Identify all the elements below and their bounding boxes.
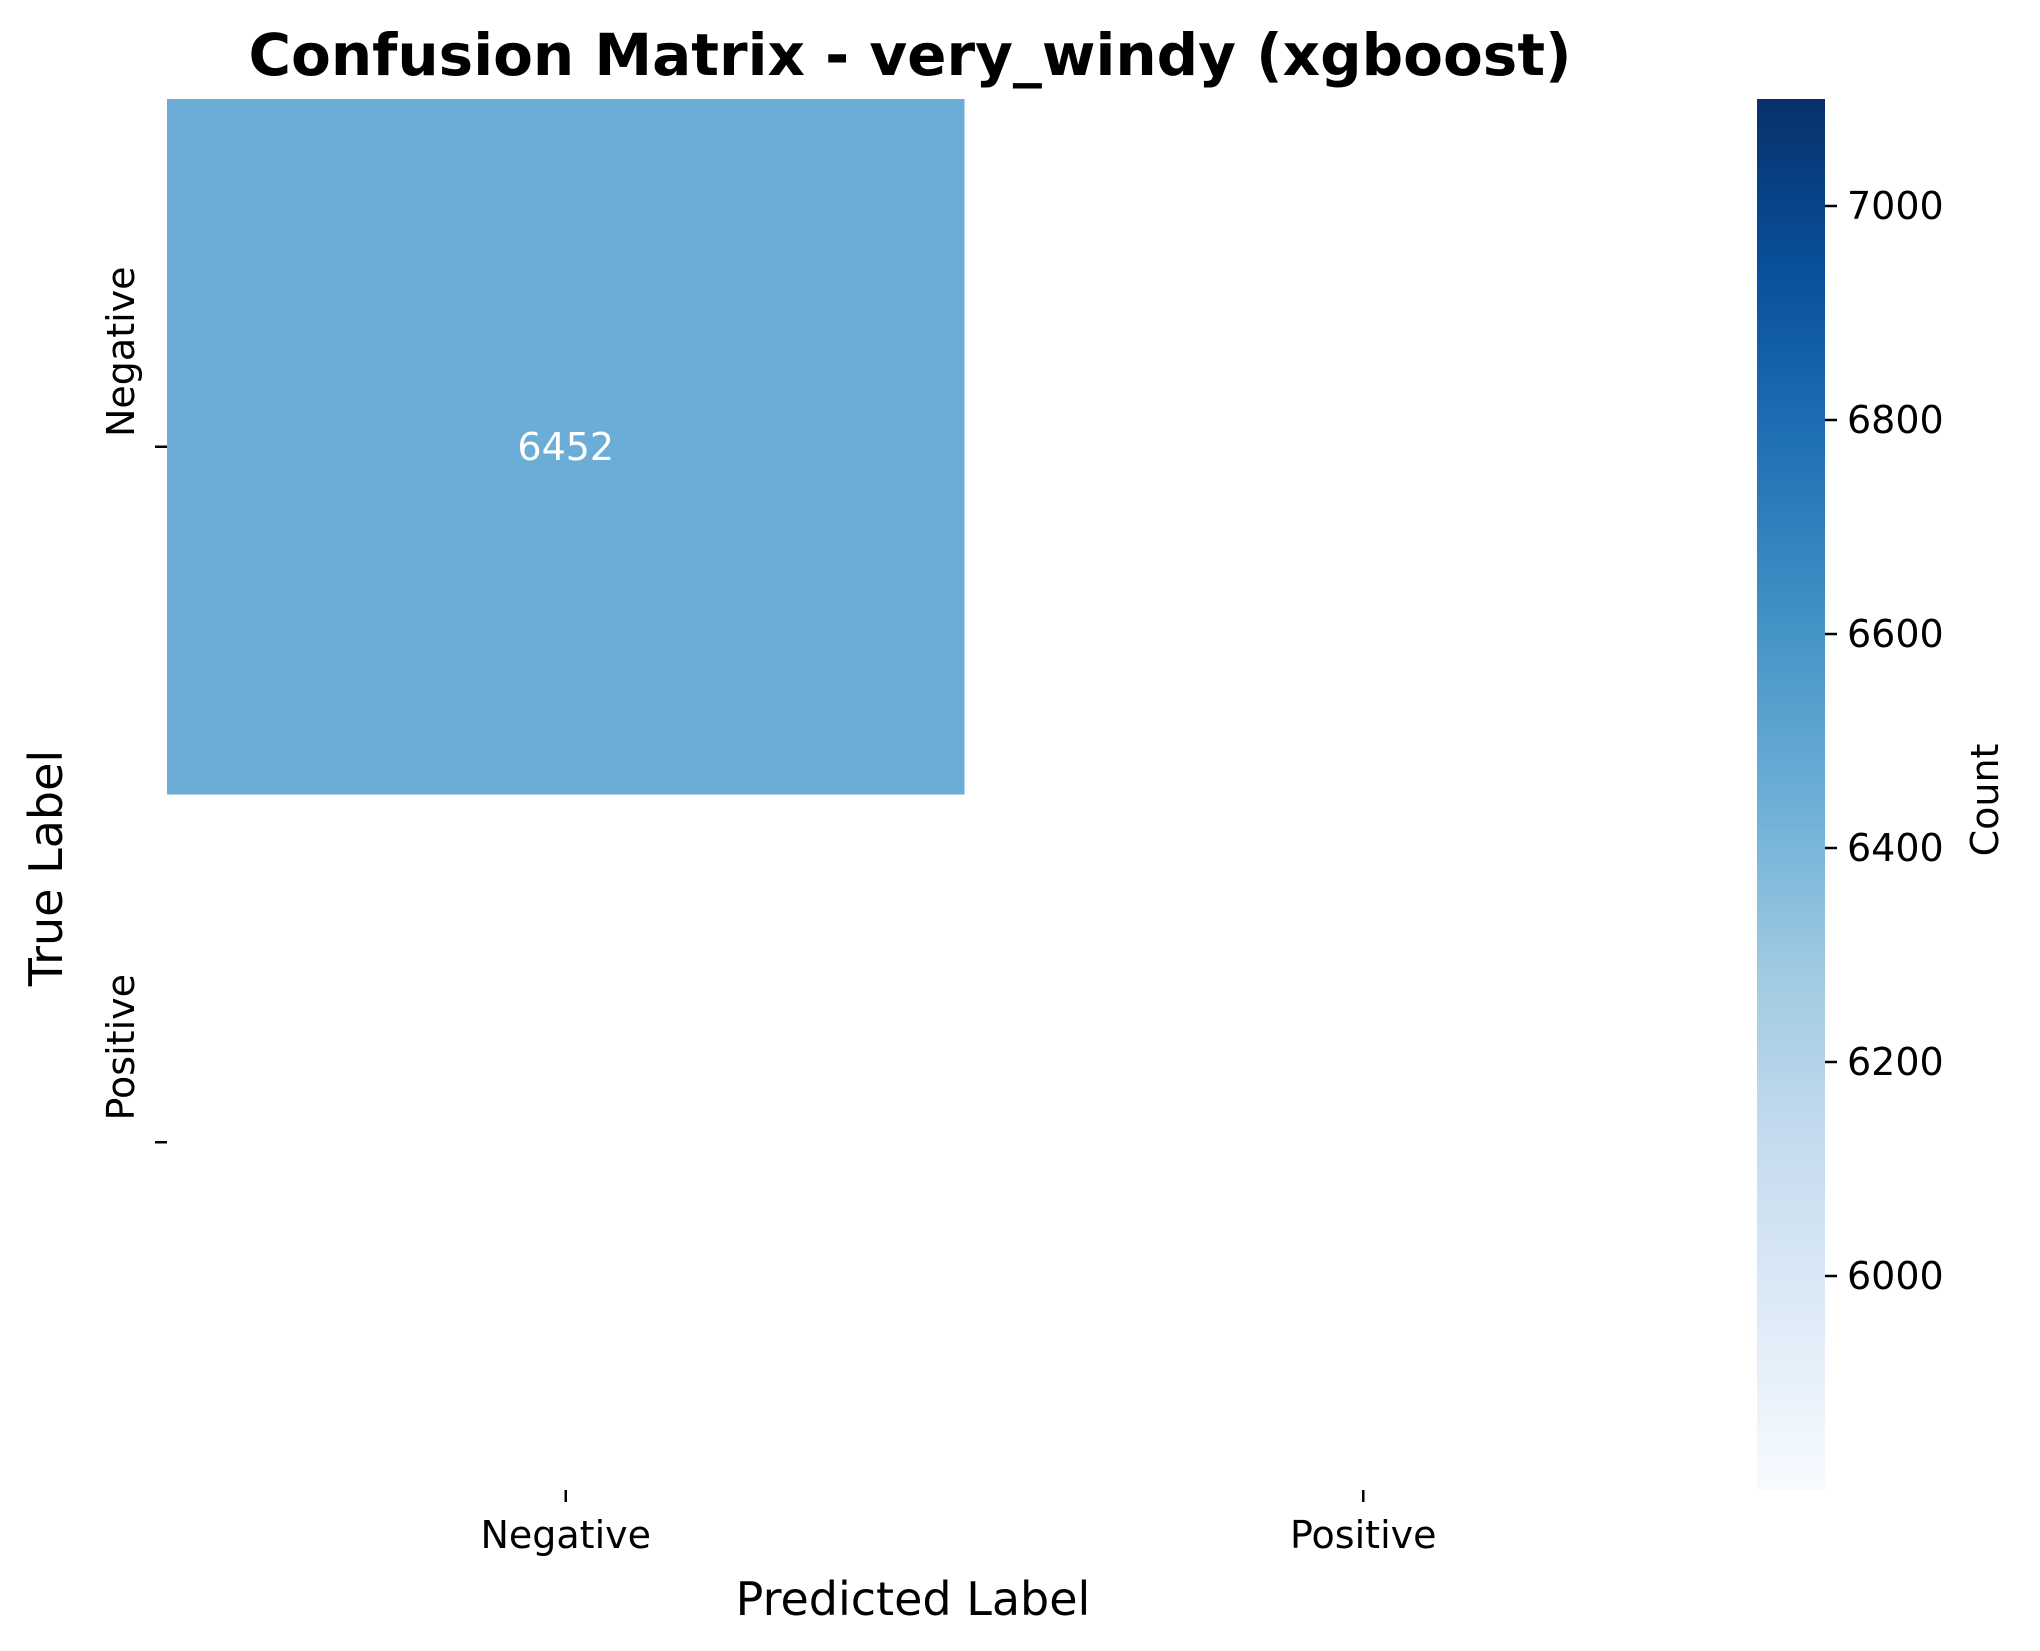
- colorbar-tick-label-6200: 6200: [1847, 1040, 1944, 1084]
- x-axis-label: Predicted Label: [736, 1572, 1091, 1626]
- colorbar-label: Count: [1963, 744, 2007, 857]
- colorbar-ticks: 6000 6200 6400 6600 6800 7000: [1825, 184, 1944, 1298]
- y-tick-label-positive: Positive: [99, 974, 143, 1121]
- x-tick-label-negative: Negative: [480, 1513, 651, 1557]
- chart-title: Confusion Matrix - very_windy (xgboost): [248, 21, 1571, 89]
- colorbar-tick-label-6000: 6000: [1847, 1254, 1944, 1298]
- heatmap-cell-r0-c0: [167, 99, 965, 795]
- cell-annotation-r0-c0: 6452: [517, 425, 614, 469]
- y-axis-label: True Label: [19, 750, 73, 987]
- colorbar-tick-label-7000: 7000: [1847, 184, 1944, 228]
- x-axis-ticks: Negative Positive: [480, 1490, 1437, 1557]
- colorbar-tick-label-6800: 6800: [1847, 398, 1944, 442]
- x-tick-label-positive: Positive: [1290, 1513, 1437, 1557]
- colorbar: [1757, 99, 1825, 1490]
- cell-annotations: 6452: [517, 425, 614, 469]
- y-axis-ticks: Negative Positive: [99, 266, 167, 1144]
- colorbar-tick-label-6600: 6600: [1847, 612, 1944, 656]
- heatmap-cells: [167, 99, 965, 795]
- colorbar-tick-label-6400: 6400: [1847, 826, 1944, 870]
- y-tick-label-negative: Negative: [99, 266, 143, 437]
